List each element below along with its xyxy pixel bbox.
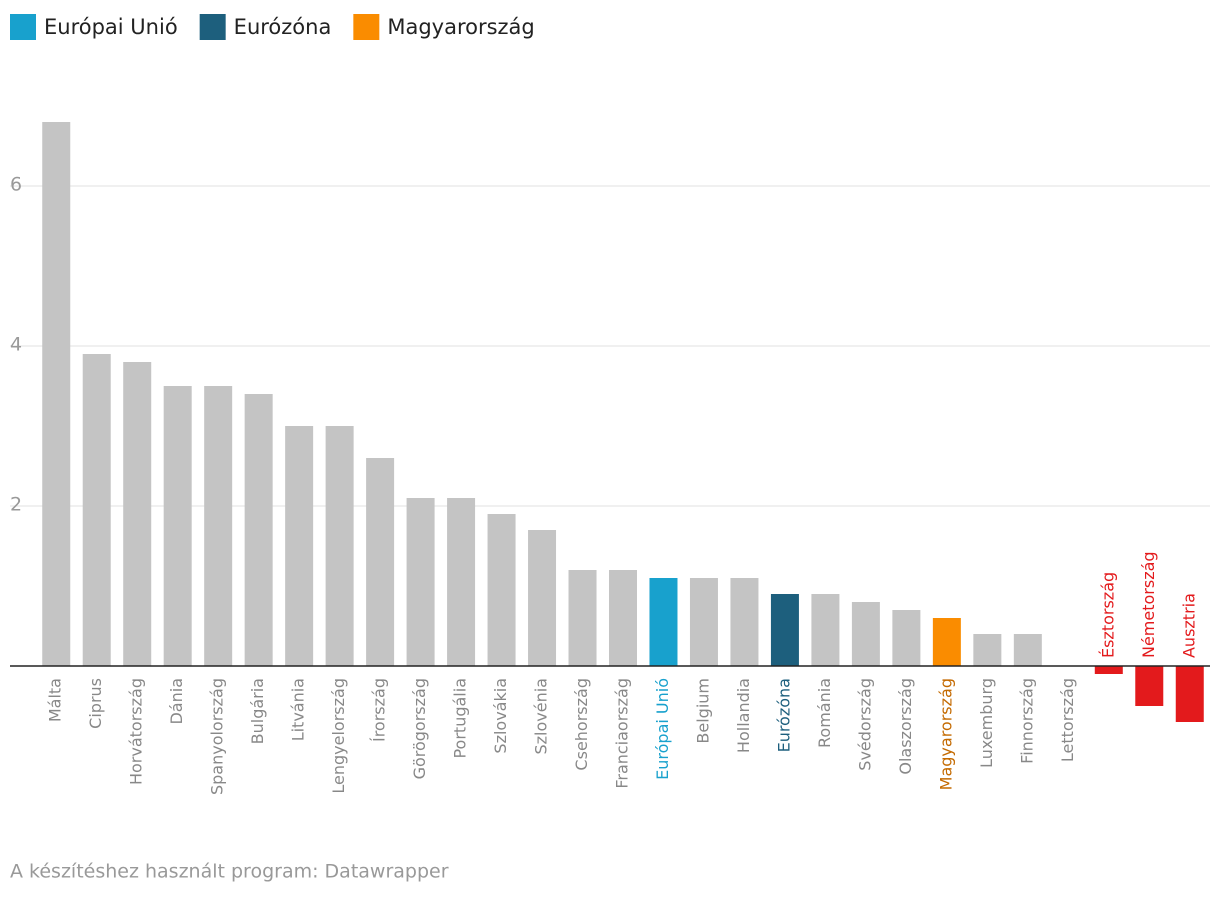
bar bbox=[447, 498, 476, 666]
x-tick-label: Svédország bbox=[855, 678, 874, 771]
x-tick-label: Lettország bbox=[1058, 678, 1077, 762]
bar bbox=[609, 570, 637, 666]
x-tick-label: Európai Unió bbox=[653, 678, 672, 780]
bar bbox=[42, 122, 71, 666]
x-tick-label: Olaszország bbox=[896, 678, 915, 775]
y-tick-label: 6 bbox=[10, 174, 22, 196]
y-tick-label: 2 bbox=[10, 494, 22, 516]
bar bbox=[973, 634, 1002, 666]
legend-label: Eurózóna bbox=[234, 15, 332, 39]
bar bbox=[1094, 666, 1123, 674]
x-tick-label: Szlovákia bbox=[491, 678, 510, 754]
bar bbox=[1175, 666, 1204, 722]
x-tick-label: Litvánia bbox=[289, 678, 308, 741]
x-tick-label: Belgium bbox=[693, 678, 712, 744]
x-tick-label: Bulgária bbox=[248, 678, 267, 744]
bar bbox=[1135, 666, 1164, 706]
x-tick-label: Málta bbox=[46, 678, 65, 722]
legend-swatch bbox=[199, 14, 226, 40]
bar bbox=[285, 426, 314, 666]
y-tick-label: 4 bbox=[10, 334, 22, 356]
legend-label: Európai Unió bbox=[44, 15, 178, 39]
legend-label: Magyarország bbox=[387, 15, 534, 39]
x-tick-label: Hollandia bbox=[734, 678, 753, 753]
bar bbox=[892, 610, 921, 666]
x-tick-label: Németország bbox=[1139, 551, 1158, 658]
bar bbox=[770, 594, 799, 666]
x-tick-label: Észtország bbox=[1098, 572, 1117, 658]
x-tick-label: Magyarország bbox=[936, 678, 955, 790]
x-tick-label: Ciprus bbox=[86, 678, 105, 729]
x-tick-label: Szlovénia bbox=[532, 678, 551, 755]
legend-swatch bbox=[353, 14, 380, 40]
bar bbox=[811, 594, 840, 666]
bar bbox=[932, 618, 961, 666]
bar bbox=[730, 578, 759, 666]
x-tick-label: Horvátország bbox=[127, 678, 146, 785]
bar bbox=[244, 394, 273, 666]
bar bbox=[528, 530, 557, 666]
bar bbox=[1013, 634, 1042, 666]
x-tick-label: Csehország bbox=[572, 678, 591, 771]
bar bbox=[487, 514, 516, 666]
x-tick-label: Lengyelország bbox=[329, 678, 348, 794]
bar bbox=[163, 386, 192, 666]
bar bbox=[568, 570, 597, 666]
legend-swatch bbox=[10, 14, 36, 40]
bar bbox=[649, 578, 678, 666]
x-tick-label: Franciaország bbox=[613, 678, 632, 789]
bar bbox=[851, 602, 880, 666]
x-tick-label: Románia bbox=[815, 678, 834, 748]
x-tick-label: Írország bbox=[370, 678, 389, 742]
x-tick-label: Finnország bbox=[1017, 678, 1036, 764]
x-tick-label: Ausztria bbox=[1179, 593, 1198, 658]
x-tick-label: Görögország bbox=[410, 678, 429, 779]
bar bbox=[406, 498, 435, 666]
bar bbox=[82, 354, 111, 666]
x-tick-label: Spanyolország bbox=[208, 678, 227, 795]
x-tick-label: Luxemburg bbox=[977, 678, 996, 768]
bar bbox=[204, 386, 233, 666]
bar bbox=[325, 426, 354, 666]
bar bbox=[689, 578, 718, 666]
x-tick-label: Portugália bbox=[451, 678, 470, 759]
source-note: A készítéshez használt program: Datawrap… bbox=[10, 861, 449, 883]
legend: Európai Unió Eurózóna Magyarország bbox=[10, 14, 535, 40]
bar bbox=[123, 362, 152, 666]
x-tick-label: Eurózóna bbox=[774, 678, 793, 752]
x-tick-label: Dánia bbox=[167, 678, 186, 725]
bar bbox=[366, 458, 395, 666]
